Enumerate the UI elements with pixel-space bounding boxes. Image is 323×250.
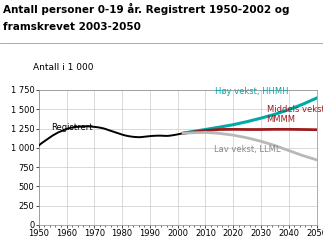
Text: Høy vekst, HHMH: Høy vekst, HHMH bbox=[215, 87, 289, 96]
Text: Antall personer 0-19 år. Registrert 1950-2002 og: Antall personer 0-19 år. Registrert 1950… bbox=[3, 2, 290, 14]
Text: Antall i 1 000: Antall i 1 000 bbox=[33, 64, 94, 72]
Text: Registrert: Registrert bbox=[51, 123, 93, 132]
Text: Lav vekst, LLML: Lav vekst, LLML bbox=[214, 145, 280, 154]
Text: framskrevet 2003-2050: framskrevet 2003-2050 bbox=[3, 22, 141, 32]
Text: Middels vekst,
MMMM: Middels vekst, MMMM bbox=[266, 104, 323, 124]
